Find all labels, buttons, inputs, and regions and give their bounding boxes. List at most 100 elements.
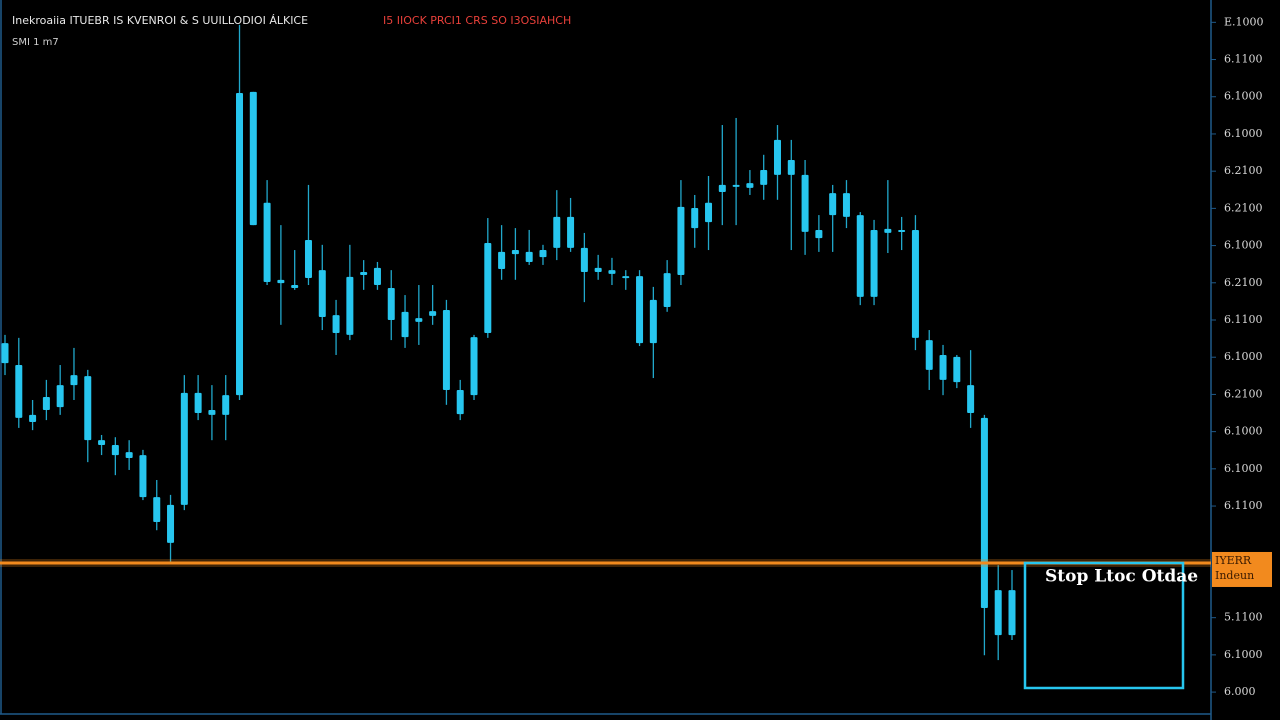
candle-body	[277, 279, 285, 284]
candle-body	[884, 228, 892, 233]
y-tick-label: 6.1000	[1224, 127, 1263, 140]
level-price-tag	[1212, 551, 1272, 587]
candle-body	[15, 365, 23, 418]
candle-body	[360, 272, 368, 275]
candle-body	[153, 497, 161, 523]
y-tick-label: 6.1100	[1224, 499, 1263, 512]
candle-body	[580, 247, 588, 272]
order-box-label: Stop Ltoc Otdae	[1045, 566, 1198, 586]
candle-body	[567, 216, 575, 248]
y-tick-label: 6.1000	[1224, 239, 1263, 252]
candle-body	[511, 250, 519, 255]
candle-body	[180, 392, 188, 505]
y-tick-label: 6.1000	[1224, 648, 1263, 661]
candle-body	[346, 276, 354, 335]
candle-body	[208, 410, 216, 415]
y-tick-label: 6.2100	[1224, 201, 1263, 214]
candle-body	[829, 193, 837, 216]
candle-body	[401, 311, 409, 338]
candle-body	[484, 242, 492, 334]
candle-body	[980, 417, 988, 608]
candle-body	[773, 139, 781, 175]
candle-body	[815, 229, 823, 239]
candle-body	[318, 270, 326, 318]
y-tick-label: 6.000	[1224, 685, 1256, 698]
candle-body	[1, 343, 9, 364]
candle-body	[911, 229, 919, 338]
candle-body	[967, 385, 975, 414]
candle-body	[594, 267, 602, 272]
y-tick-label: E.1000	[1224, 15, 1264, 28]
candle-body	[939, 354, 947, 380]
y-tick-label: 6.2100	[1224, 276, 1263, 289]
candle-body	[553, 216, 561, 248]
candle-body	[787, 160, 795, 175]
candle-body	[167, 504, 175, 543]
y-tick-label: 6.1100	[1224, 53, 1263, 66]
y-tick-label: 6.1000	[1224, 462, 1263, 475]
candle-body	[498, 251, 506, 270]
candle-body	[470, 337, 478, 396]
y-tick-label: 6.1100	[1224, 313, 1263, 326]
y-tick-label: 5.1100	[1224, 611, 1263, 624]
candle-body	[249, 91, 257, 226]
y-tick-label: 6.1000	[1224, 425, 1263, 438]
candle-body	[125, 452, 133, 459]
chart-title-note: I5 IIOCK PRCI1 CRS SO I3OSIAHCH	[383, 14, 571, 27]
candle-body	[636, 276, 644, 344]
y-tick-label: 6.2100	[1224, 387, 1263, 400]
y-tick-label: 6.2100	[1224, 164, 1263, 177]
candle-body	[332, 315, 340, 334]
candle-body	[718, 184, 726, 192]
candle-body	[608, 270, 616, 274]
candle-body	[1008, 590, 1016, 636]
candle-body	[705, 202, 713, 223]
candle-body	[677, 206, 685, 275]
candle-body	[925, 340, 933, 370]
candle-body	[801, 174, 809, 232]
candle-body	[42, 397, 50, 411]
chart-title: Inekroaiia ITUEBR IS KVENROI & S UUILLOD…	[12, 14, 308, 27]
candle-body	[236, 93, 244, 396]
candle-body	[222, 395, 230, 415]
candle-body	[760, 170, 768, 185]
candle-body	[84, 376, 92, 441]
candle-body	[732, 184, 740, 187]
candle-body	[953, 356, 961, 383]
candle-body	[663, 273, 671, 307]
candle-body	[29, 414, 37, 422]
candle-body	[291, 285, 299, 288]
candle-body	[415, 318, 423, 322]
candle-body	[442, 309, 450, 390]
candle-body	[429, 311, 437, 316]
candle-body	[111, 445, 119, 456]
level-price-label: Indeun	[1215, 569, 1254, 582]
candle-body	[994, 590, 1002, 636]
candle-body	[622, 276, 630, 279]
candle-body	[539, 250, 547, 258]
candle-body	[56, 385, 64, 408]
candle-body	[139, 455, 147, 498]
candle-body	[70, 375, 78, 386]
y-tick-label: 6.1000	[1224, 350, 1263, 363]
candle-body	[746, 183, 754, 188]
chart-subtitle: SMI 1 m7	[12, 37, 59, 48]
order-box	[1023, 561, 1185, 690]
candle-body	[842, 193, 850, 217]
candle-body	[525, 251, 533, 262]
candle-body	[691, 208, 699, 229]
candle-body	[456, 389, 464, 415]
level-price-label: IYERR	[1215, 554, 1252, 567]
candle-body	[263, 202, 271, 283]
candle-body	[649, 299, 657, 344]
candle-body	[387, 288, 395, 320]
candle-body	[870, 229, 878, 297]
candle-body	[898, 229, 906, 232]
candle-body	[373, 267, 381, 286]
candle-body	[98, 440, 106, 446]
candle-body	[856, 215, 864, 297]
y-tick-label: 6.1000	[1224, 90, 1263, 103]
candle-body	[304, 240, 312, 278]
